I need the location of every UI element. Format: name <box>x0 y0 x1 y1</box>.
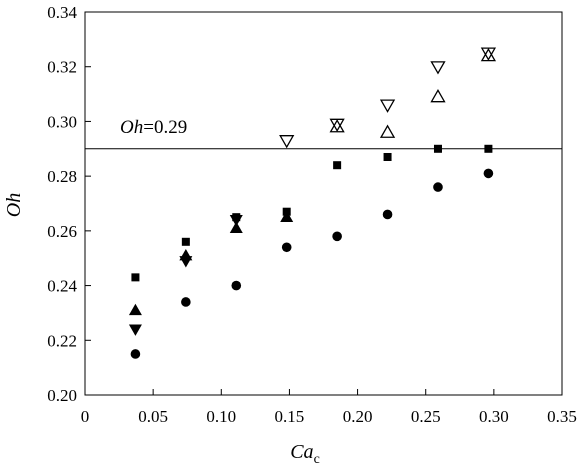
x-tick-label: 0.10 <box>206 407 236 426</box>
y-tick-label: 0.34 <box>47 3 77 22</box>
y-axis-label: Oh <box>3 193 25 217</box>
y-tick-label: 0.26 <box>47 222 77 241</box>
reference-line-label: Oh=0.29 <box>120 117 187 138</box>
data-point-filled-square <box>181 237 190 246</box>
plot-area-frame <box>84 11 563 396</box>
x-tick-label: 0 <box>81 407 90 426</box>
data-point-open-triangle-down <box>379 99 396 113</box>
data-point-filled-triangle-up <box>229 221 243 233</box>
data-point-open-triangle-up <box>430 88 446 103</box>
data-point-filled-triangle-down <box>179 256 193 268</box>
y-tick-label: 0.24 <box>47 277 77 296</box>
data-point-open-triangle-down <box>329 118 345 132</box>
data-point-filled-circle <box>130 349 141 359</box>
x-axis: 0 0.05 0.10 0.15 0.20 0.25 0.30 0.35 <box>81 389 577 426</box>
y-axis: 0.20 0.22 0.24 0.26 0.28 0.30 0.32 0.34 <box>47 3 91 405</box>
data-point-filled-square <box>484 144 493 153</box>
data-point-filled-triangle-up <box>280 210 294 223</box>
x-tick-label: 0.30 <box>479 407 509 426</box>
data-point-open-triangle-up <box>379 124 396 138</box>
reference-line-group: Oh=0.29 <box>85 117 562 150</box>
data-point-filled-triangle-down <box>229 215 243 227</box>
data-point-filled-square <box>333 161 342 170</box>
y-tick-label: 0.30 <box>47 112 77 131</box>
x-axis-label: Cac <box>290 441 320 467</box>
x-tick-label: 0.25 <box>411 407 441 426</box>
data-markers <box>128 47 497 359</box>
y-tick-label: 0.20 <box>47 386 77 405</box>
y-tick-label: 0.28 <box>47 167 77 186</box>
data-point-filled-square <box>383 152 392 161</box>
data-point-filled-circle <box>281 242 292 253</box>
data-point-filled-circle <box>181 297 191 307</box>
x-tick-label: 0.20 <box>343 407 373 426</box>
data-point-open-triangle-down <box>480 47 497 61</box>
data-point-filled-circle <box>231 280 242 291</box>
data-point-open-triangle-down <box>279 135 295 149</box>
data-point-filled-circle <box>483 168 494 179</box>
data-point-filled-triangle-up <box>128 303 142 316</box>
data-point-filled-circle <box>332 231 342 242</box>
data-point-filled-square <box>433 144 442 153</box>
data-point-filled-circle <box>382 209 393 220</box>
data-point-open-triangle-down <box>430 61 446 75</box>
data-point-filled-square <box>131 273 140 282</box>
x-tick-label: 0.05 <box>138 407 168 426</box>
data-point-filled-triangle-down <box>128 324 142 336</box>
y-tick-label: 0.22 <box>47 331 77 350</box>
data-point-filled-circle <box>433 182 443 192</box>
x-tick-label: 0.15 <box>275 407 305 426</box>
x-tick-label: 0.35 <box>547 407 577 426</box>
y-tick-label: 0.32 <box>47 58 77 77</box>
